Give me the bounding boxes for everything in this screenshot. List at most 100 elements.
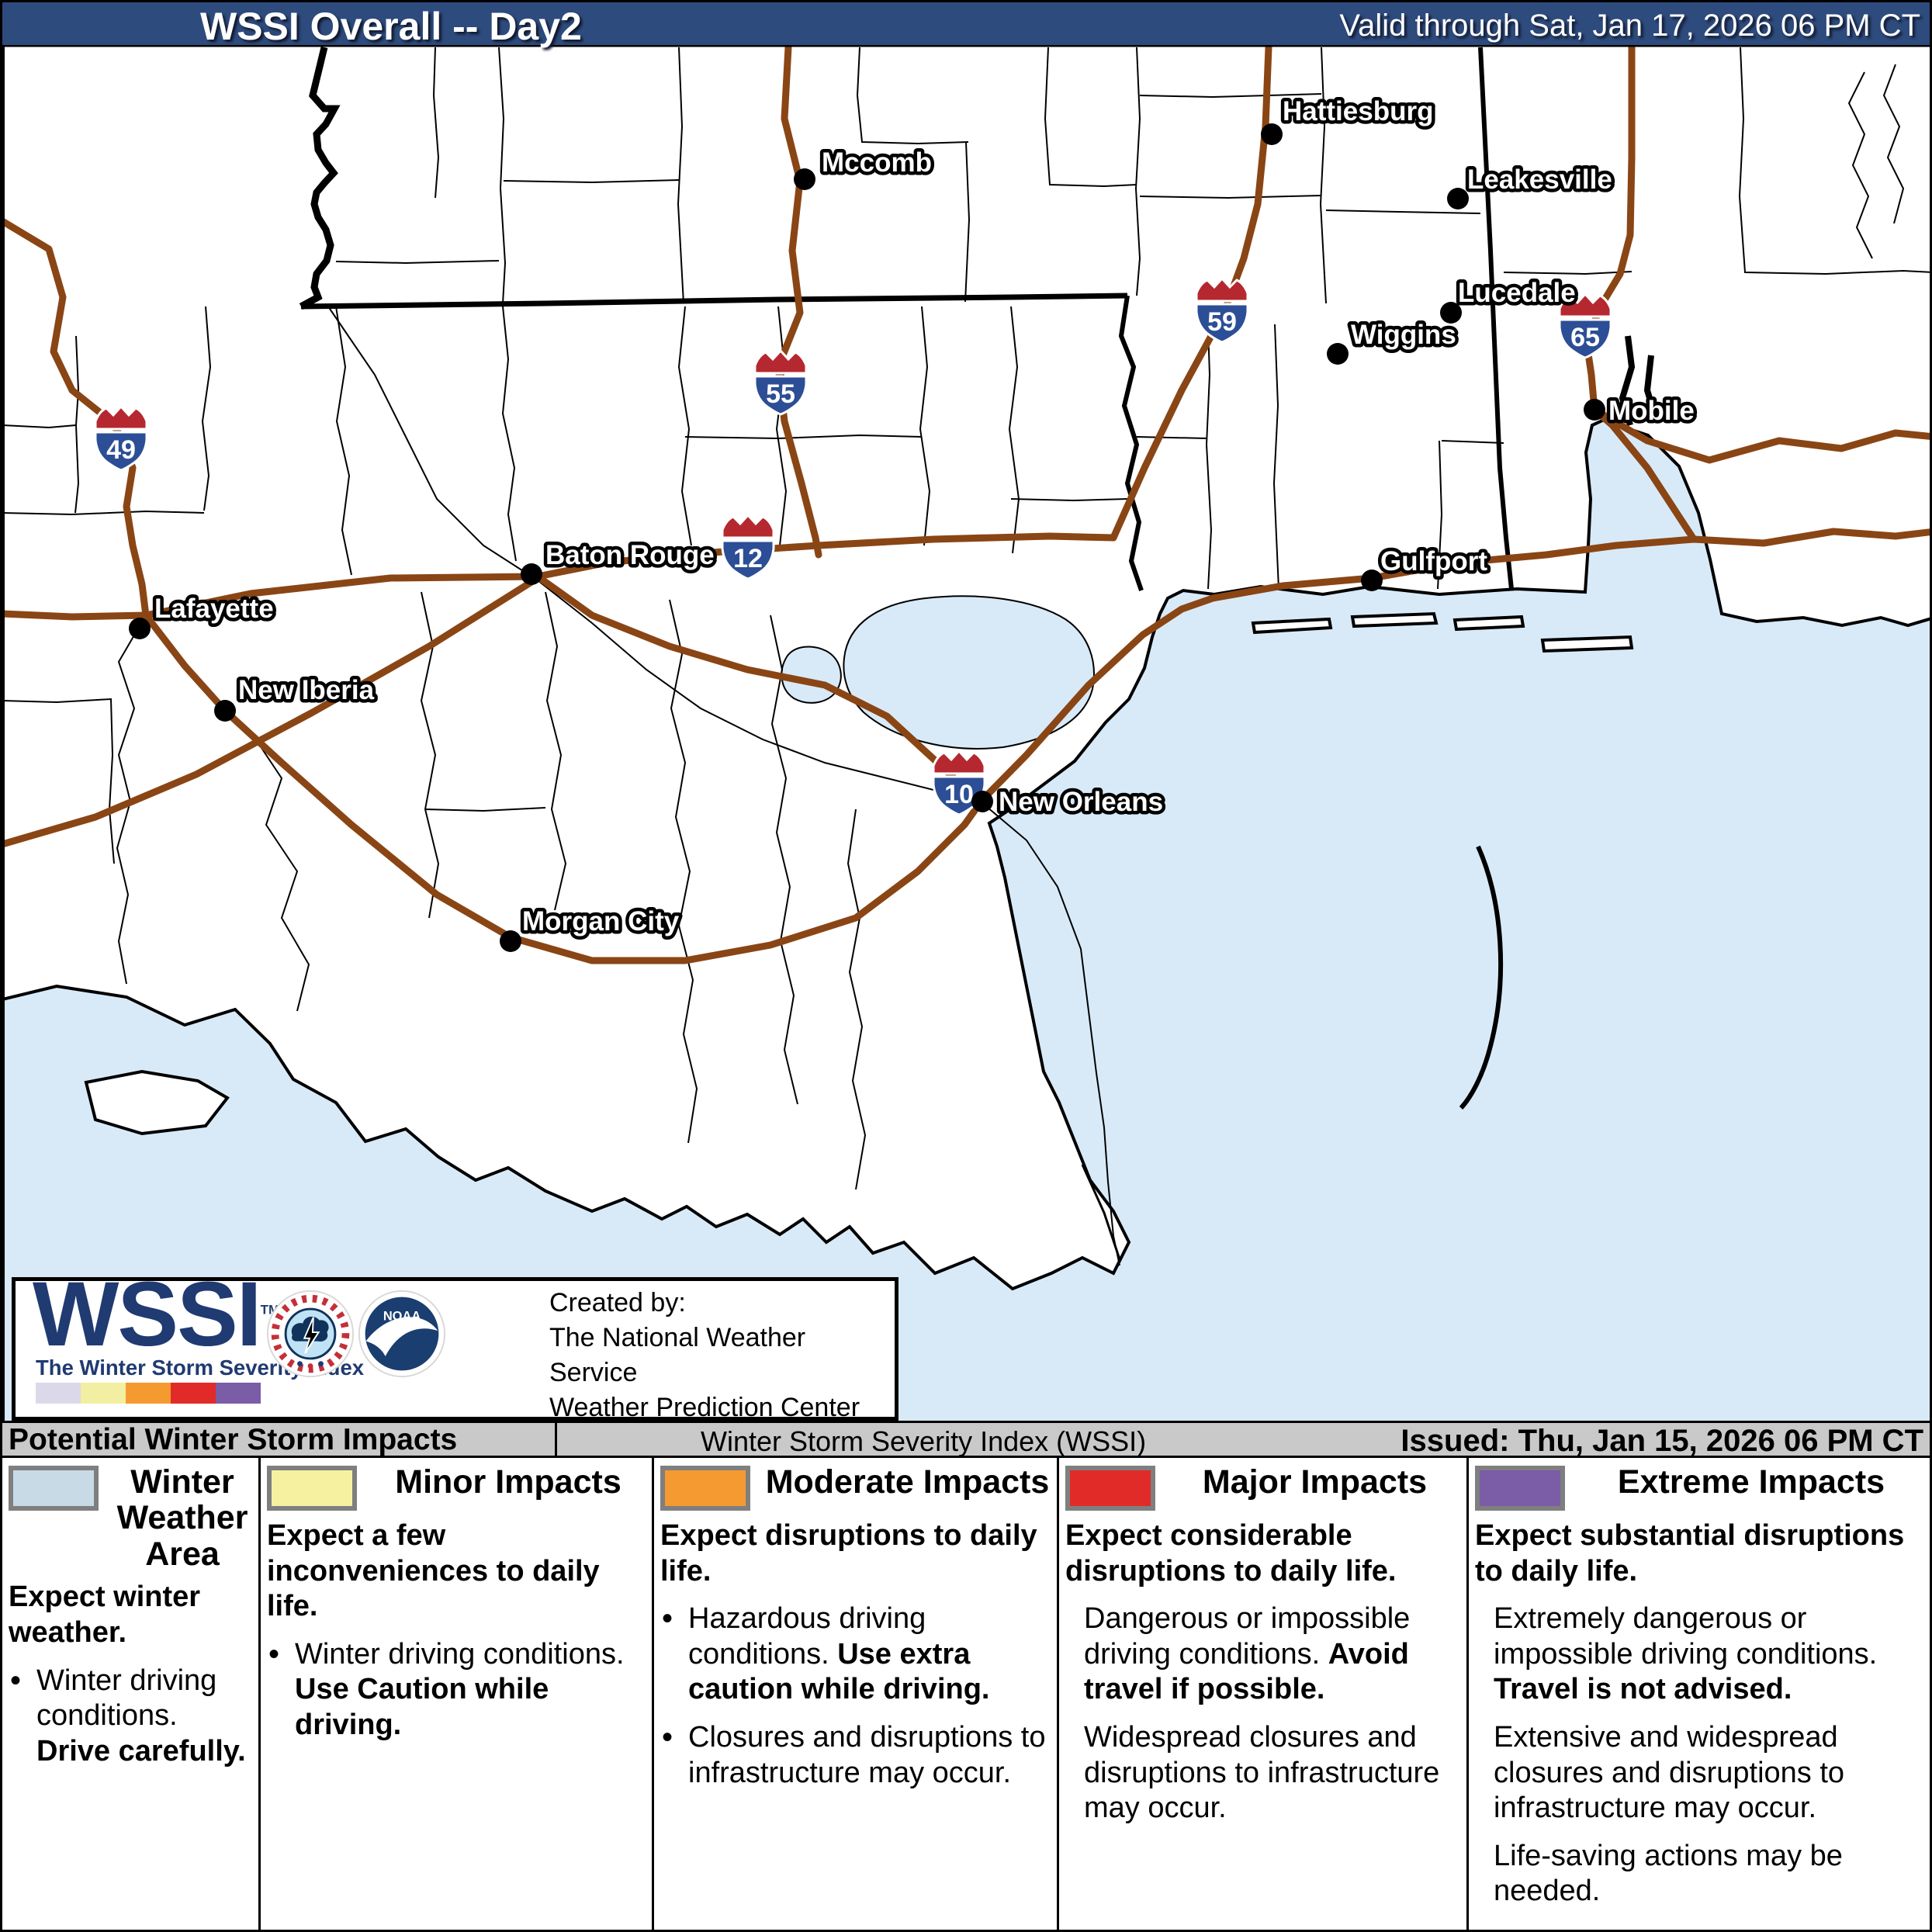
legend-intro: Expect a few inconveniences to daily lif… — [267, 1519, 600, 1623]
interstate-10-number: 10 — [944, 780, 974, 809]
city-dot-hattiesburg — [1261, 123, 1283, 145]
legend-intro: Expect considerable disruptions to daily… — [1065, 1519, 1397, 1587]
legend-intro: Expect winter weather. — [9, 1581, 201, 1649]
legend-item: • Hazardous driving conditions. Use extra… — [662, 1601, 990, 1706]
interstate-65-shield: 65 — [1558, 292, 1612, 359]
interstate-65-number: 65 — [1570, 323, 1600, 352]
legend-col-winter-weather-area: Winter Weather Area Expect winter weather… — [2, 1458, 261, 1930]
severity-color-2 — [126, 1383, 171, 1404]
city-label-lafayette: Lafayette — [154, 594, 274, 624]
valid-through-text: Valid through Sat, Jan 17, 2026 06 PM CT — [1339, 9, 1920, 43]
legend-item: Extensive and widespread closures and di… — [1494, 1720, 1845, 1825]
severity-colorbar — [36, 1383, 261, 1404]
severity-color-1 — [81, 1383, 126, 1404]
swatch-winter-weather-area — [9, 1466, 99, 1511]
swatch-minor-impacts — [267, 1466, 357, 1511]
city-label-wiggins: Wiggins — [1351, 320, 1456, 350]
city-dot-lucedale — [1440, 302, 1462, 324]
nws-logo-icon — [266, 1290, 355, 1378]
noaa-logo-icon: NOAA — [358, 1290, 446, 1378]
barrier-islands — [84, 611, 1634, 1136]
city-label-morgan-city: Morgan City — [522, 906, 680, 937]
swatch-extreme-impacts — [1475, 1466, 1565, 1511]
legend-item: • Closures and disruptions to infrastruct… — [662, 1719, 1046, 1789]
legend-item: Widespread closures and disruptions to i… — [1084, 1720, 1440, 1825]
legend-col-moderate-impacts: Moderate Impacts Expect disruptions to da… — [654, 1458, 1059, 1930]
lake-pontchartrain — [843, 595, 1095, 750]
city-label-hattiesburg: Hattiesburg — [1283, 96, 1433, 126]
legend-col-extreme-impacts: Extreme Impacts Expect substantial disrup… — [1469, 1458, 1930, 1930]
wssi-logo-box: WSSITM The Winter Storm Severity Index N… — [12, 1269, 898, 1422]
interstate-59-number: 59 — [1207, 307, 1237, 337]
swatch-major-impacts — [1065, 1466, 1155, 1511]
city-dot-gulfport — [1361, 570, 1383, 591]
chandeleur-islands — [1459, 845, 1504, 1110]
legend-intro: Expect substantial disruptions to daily … — [1475, 1519, 1905, 1587]
city-label-gulfport: Gulfport — [1380, 546, 1487, 576]
created-by-line-1: The National Weather Service — [549, 1322, 806, 1387]
interstate-12-shield: 12 — [721, 513, 775, 580]
interstate-49-number: 49 — [106, 435, 136, 465]
bullet-marker: • — [662, 1719, 673, 1754]
header-bar: WSSI Overall -- Day2 Valid through Sat, … — [2, 2, 1930, 48]
bullet-marker: • — [662, 1601, 673, 1636]
created-by-line-2: Weather Prediction Center — [549, 1392, 860, 1422]
legend-item: • Winter driving conditions. Use Caution … — [268, 1636, 625, 1741]
legend-title-major-impacts: Major Impacts — [1202, 1463, 1428, 1501]
legend-title-minor-impacts: Minor Impacts — [395, 1463, 621, 1501]
city-dot-mccomb — [794, 168, 815, 190]
issued-timestamp: Issued: Thu, Jan 15, 2026 06 PM CT — [1401, 1424, 1923, 1458]
county-boundaries — [2, 47, 1930, 1266]
swatch-moderate-impacts — [660, 1466, 750, 1511]
legend-col-minor-impacts: Minor Impacts Expect a few inconveniences… — [261, 1458, 654, 1930]
city-label-new-iberia: New Iberia — [238, 675, 375, 705]
legend-item: Life-saving actions may be needed. — [1494, 1839, 1843, 1908]
page-title: WSSI Overall -- Day2 — [200, 5, 582, 48]
city-label-mobile: Mobile — [1608, 396, 1695, 426]
city-dot-new-orleans — [971, 791, 993, 812]
bullet-marker: • — [268, 1636, 280, 1671]
legend-col-major-impacts: Major Impacts Expect considerable disrupt… — [1059, 1458, 1469, 1930]
city-dot-morgan-city — [500, 930, 521, 952]
interstate-55-shield: 55 — [753, 348, 808, 416]
created-by-text: Created by: The National Weather Service W… — [549, 1286, 895, 1425]
impact-legend: Winter Weather Area Expect winter weather… — [2, 1458, 1930, 1930]
status-left-title: Potential Winter Storm Impacts — [9, 1423, 557, 1456]
city-label-lucedale: Lucedale — [1458, 278, 1576, 308]
city-dot-baton-rouge — [521, 563, 542, 585]
city-label-new-orleans: New Orleans — [999, 787, 1163, 817]
city-dot-new-iberia — [214, 700, 236, 722]
delta-channel — [1081, 1164, 1121, 1260]
interstate-12-number: 12 — [733, 544, 763, 573]
wssi-wordmark: WSSITM — [33, 1263, 280, 1366]
interstate-49-shield: 49 — [94, 404, 148, 472]
legend-intro: Expect disruptions to daily life. — [660, 1519, 1037, 1587]
bullet-marker: • — [10, 1663, 22, 1698]
legend-item: Dangerous or impossible driving conditio… — [1084, 1602, 1411, 1706]
city-dot-wiggins — [1327, 343, 1349, 365]
city-dot-lafayette — [129, 618, 151, 639]
city-dot-mobile — [1584, 399, 1605, 421]
legend-item: • Winter driving conditions. Drive carefu… — [10, 1663, 246, 1768]
created-by-line-0: Created by: — [549, 1288, 686, 1317]
status-center-title: Winter Storm Severity Index (WSSI) — [701, 1425, 1147, 1457]
noaa-label: NOAA — [383, 1310, 421, 1324]
interstate-10-shield: 10 — [932, 749, 986, 816]
legend-title-extreme-impacts: Extreme Impacts — [1617, 1463, 1885, 1501]
severity-color-4 — [216, 1383, 261, 1404]
city-label-leakesville: Leakesville — [1467, 164, 1612, 195]
city-label-mccomb: Mccomb — [822, 147, 932, 178]
interstate-59-shield: 59 — [1195, 276, 1249, 344]
legend-item: Extremely dangerous or impossible drivin… — [1494, 1602, 1878, 1706]
legend-title-winter-weather-area: Winter Weather Area — [116, 1463, 248, 1573]
severity-color-3 — [171, 1383, 216, 1404]
city-dot-leakesville — [1447, 188, 1469, 209]
mobile-rivers — [1619, 335, 1660, 427]
city-label-baton-rouge: Baton Rouge — [545, 540, 715, 570]
legend-title-moderate-impacts: Moderate Impacts — [765, 1463, 1050, 1501]
interstate-55-number: 55 — [766, 379, 795, 409]
severity-color-0 — [36, 1383, 81, 1404]
status-bar: Potential Winter Storm Impacts Winter St… — [2, 1421, 1930, 1458]
